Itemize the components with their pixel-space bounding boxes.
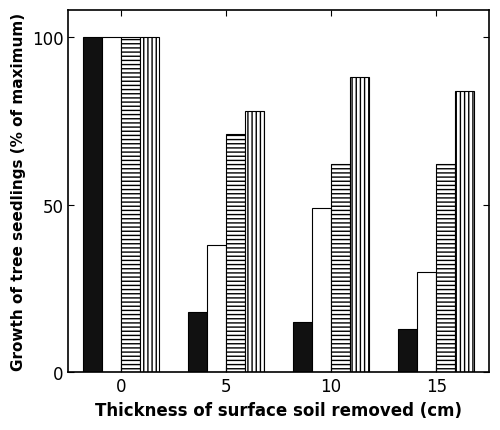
Bar [398, 329, 417, 373]
Bar [350, 78, 369, 373]
Bar [83, 38, 102, 373]
Bar [245, 111, 264, 373]
Bar [102, 38, 120, 373]
Bar [226, 135, 245, 373]
Bar [455, 92, 474, 373]
Bar [293, 322, 312, 373]
Bar [120, 38, 140, 373]
Bar [188, 312, 207, 373]
Bar [436, 165, 455, 373]
Bar [418, 272, 436, 373]
Bar [140, 38, 158, 373]
X-axis label: Thickness of surface soil removed (cm): Thickness of surface soil removed (cm) [95, 401, 462, 419]
Bar [331, 165, 350, 373]
Y-axis label: Growth of tree seedlings (% of maximum): Growth of tree seedlings (% of maximum) [11, 13, 26, 371]
Bar [312, 209, 331, 373]
Bar [207, 246, 226, 373]
